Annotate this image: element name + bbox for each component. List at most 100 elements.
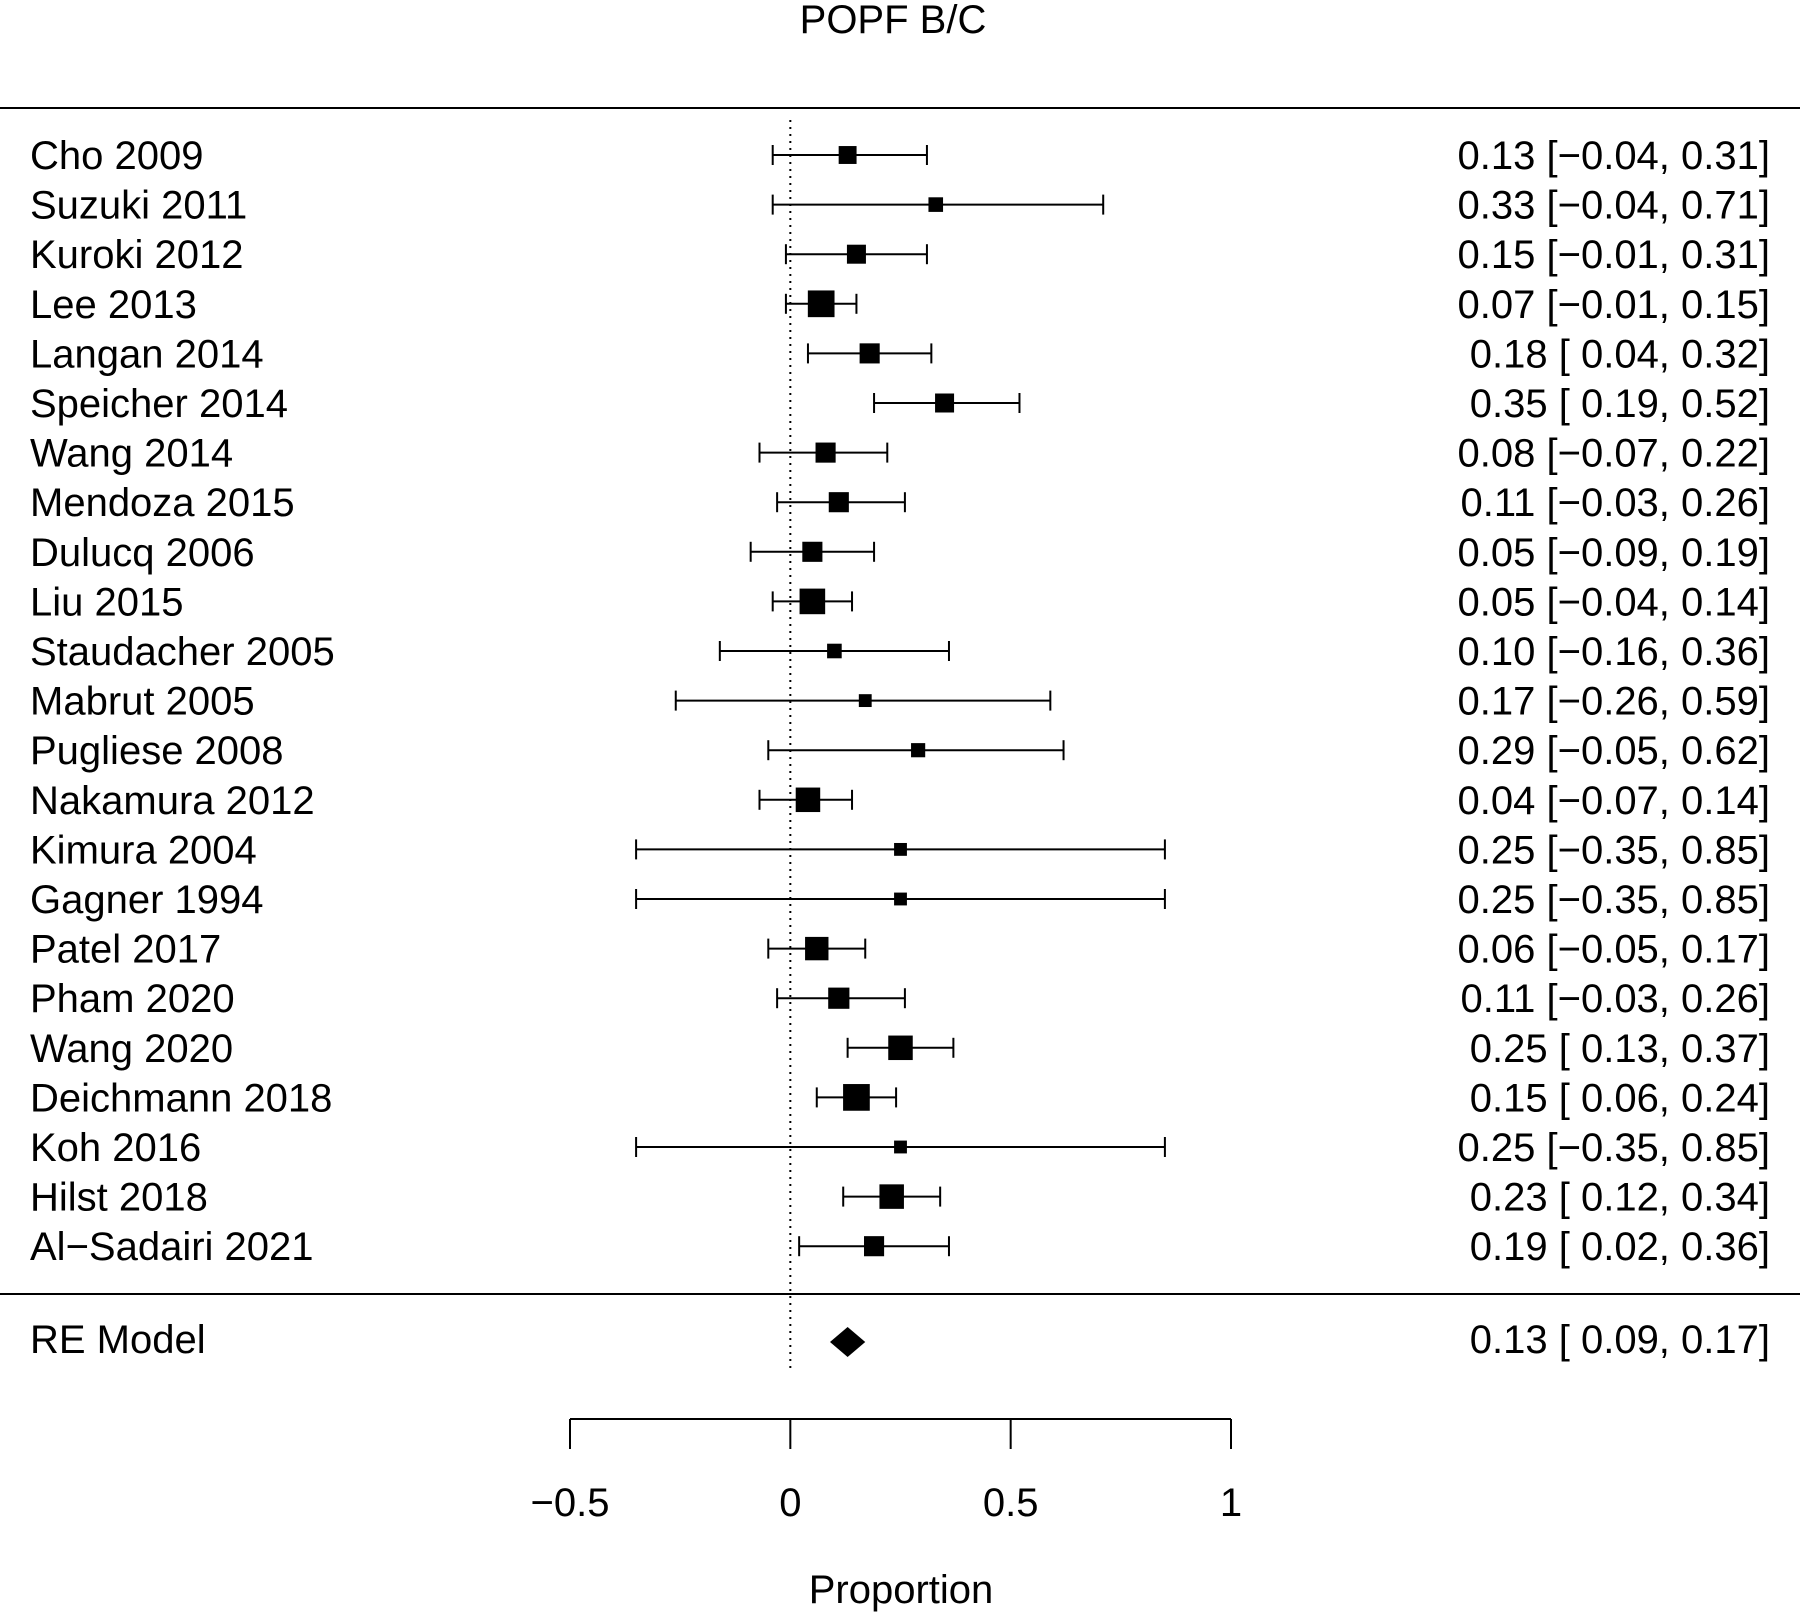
study-label: Kimura 2004 <box>30 828 257 872</box>
study-row: Staudacher 2005 0.10 [−0.16, 0.36] <box>30 630 1770 674</box>
study-row: Mendoza 2015 0.11 [−0.03, 0.26] <box>30 481 1770 525</box>
point-estimate-square <box>815 442 836 463</box>
study-estimate-text: 0.35 [ 0.19, 0.52] <box>1470 382 1770 426</box>
study-row: Deichmann 2018 0.15 [ 0.06, 0.24] <box>30 1076 1770 1120</box>
study-row: Koh 2016 0.25 [−0.35, 0.85] <box>30 1126 1770 1170</box>
study-label: Mendoza 2015 <box>30 481 295 525</box>
summary-label: RE Model <box>30 1318 206 1362</box>
study-label: Speicher 2014 <box>30 382 288 426</box>
point-estimate-square <box>894 842 907 856</box>
study-label: Deichmann 2018 <box>30 1076 332 1120</box>
point-estimate-square <box>888 1035 913 1061</box>
study-label: Pugliese 2008 <box>30 729 284 773</box>
study-label: Wang 2014 <box>30 432 233 476</box>
study-row: Kimura 2004 0.25 [−0.35, 0.85] <box>30 828 1770 872</box>
point-estimate-square <box>843 1084 870 1111</box>
study-estimate-text: 0.25 [ 0.13, 0.37] <box>1470 1027 1770 1071</box>
study-row: Wang 2014 0.08 [−0.07, 0.22] <box>30 432 1770 476</box>
study-rows: Cho 2009 0.13 [−0.04, 0.31] Suzuki 2011 0.3… <box>30 134 1770 1269</box>
study-estimate-text: 0.11 [−0.03, 0.26] <box>1460 481 1770 525</box>
study-row: Gagner 1994 0.25 [−0.35, 0.85] <box>30 878 1770 922</box>
study-row: Langan 2014 0.18 [ 0.04, 0.32] <box>30 332 1770 376</box>
study-estimate-text: 0.04 [−0.07, 0.14] <box>1458 779 1770 823</box>
study-estimate-text: 0.05 [−0.09, 0.19] <box>1458 531 1770 575</box>
study-row: Kuroki 2012 0.15 [−0.01, 0.31] <box>30 233 1770 277</box>
point-estimate-square <box>894 892 907 906</box>
study-label: Koh 2016 <box>30 1126 201 1170</box>
study-label: Kuroki 2012 <box>30 233 243 277</box>
study-estimate-text: 0.10 [−0.16, 0.36] <box>1458 630 1770 674</box>
study-estimate-text: 0.05 [−0.04, 0.14] <box>1458 580 1770 624</box>
summary-diamond <box>829 1327 866 1357</box>
study-label: Hilst 2018 <box>30 1176 208 1220</box>
study-estimate-text: 0.29 [−0.05, 0.62] <box>1458 729 1770 773</box>
study-row: Liu 2015 0.05 [−0.04, 0.14] <box>30 580 1770 624</box>
point-estimate-square <box>894 1140 907 1154</box>
study-label: Cho 2009 <box>30 134 203 178</box>
study-label: Patel 2017 <box>30 928 221 972</box>
study-row: Pham 2020 0.11 [−0.03, 0.26] <box>30 977 1770 1021</box>
study-estimate-text: 0.11 [−0.03, 0.26] <box>1460 977 1770 1021</box>
chart-title: POPF B/C <box>800 0 987 42</box>
x-tick-label: 1 <box>1220 1481 1242 1525</box>
study-row: Mabrut 2005 0.17 [−0.26, 0.59] <box>30 680 1770 724</box>
study-estimate-text: 0.07 [−0.01, 0.15] <box>1458 283 1770 327</box>
study-label: Dulucq 2006 <box>30 531 255 575</box>
point-estimate-square <box>859 343 880 364</box>
study-label: Nakamura 2012 <box>30 779 315 823</box>
point-estimate-square <box>928 197 944 212</box>
study-row: Suzuki 2011 0.33 [−0.04, 0.71] <box>30 184 1770 228</box>
point-estimate-square <box>935 393 955 413</box>
point-estimate-square <box>795 787 821 813</box>
study-label: Al−Sadairi 2021 <box>30 1225 314 1269</box>
study-estimate-text: 0.15 [−0.01, 0.31] <box>1458 233 1770 277</box>
point-estimate-square <box>828 492 849 513</box>
x-axis-title: Proportion <box>809 1568 994 1612</box>
study-estimate-text: 0.13 [−0.04, 0.31] <box>1458 134 1770 178</box>
point-estimate-square <box>846 244 866 264</box>
study-estimate-text: 0.23 [ 0.12, 0.34] <box>1470 1176 1770 1220</box>
study-estimate-text: 0.06 [−0.05, 0.17] <box>1458 928 1770 972</box>
study-row: Hilst 2018 0.23 [ 0.12, 0.34] <box>30 1176 1770 1220</box>
study-row: Speicher 2014 0.35 [ 0.19, 0.52] <box>30 382 1770 426</box>
study-label: Langan 2014 <box>30 332 264 376</box>
study-label: Staudacher 2005 <box>30 630 335 674</box>
study-estimate-text: 0.19 [ 0.02, 0.36] <box>1470 1225 1770 1269</box>
x-tick-label: −0.5 <box>531 1481 610 1525</box>
study-estimate-text: 0.33 [−0.04, 0.71] <box>1458 184 1770 228</box>
study-estimate-text: 0.25 [−0.35, 0.85] <box>1458 1126 1770 1170</box>
study-estimate-text: 0.08 [−0.07, 0.22] <box>1458 432 1770 476</box>
study-label: Pham 2020 <box>30 977 235 1021</box>
study-row: Dulucq 2006 0.05 [−0.09, 0.19] <box>30 531 1770 575</box>
study-estimate-text: 0.17 [−0.26, 0.59] <box>1458 680 1770 724</box>
study-row: Wang 2020 0.25 [ 0.13, 0.37] <box>30 1027 1770 1071</box>
study-row: Pugliese 2008 0.29 [−0.05, 0.62] <box>30 729 1770 773</box>
study-estimate-text: 0.25 [−0.35, 0.85] <box>1458 878 1770 922</box>
point-estimate-square <box>828 987 850 1009</box>
point-estimate-square <box>838 146 857 164</box>
point-estimate-square <box>879 1184 904 1209</box>
point-estimate-square <box>858 694 872 708</box>
point-estimate-square <box>827 643 842 659</box>
study-row: Nakamura 2012 0.04 [−0.07, 0.14] <box>30 779 1770 823</box>
study-estimate-text: 0.15 [ 0.06, 0.24] <box>1470 1076 1770 1120</box>
study-estimate-text: 0.18 [ 0.04, 0.32] <box>1470 332 1770 376</box>
x-axis: −0.5 0 0.5 1 <box>531 1418 1242 1525</box>
point-estimate-square <box>807 290 835 318</box>
study-label: Mabrut 2005 <box>30 680 255 724</box>
study-label: Gagner 1994 <box>30 878 264 922</box>
x-tick-label: 0.5 <box>983 1481 1039 1525</box>
point-estimate-square <box>802 541 823 562</box>
point-estimate-square <box>805 936 829 961</box>
study-row: Cho 2009 0.13 [−0.04, 0.31] <box>30 134 1770 178</box>
point-estimate-square <box>911 743 926 758</box>
study-label: Lee 2013 <box>30 283 197 327</box>
study-label: Wang 2020 <box>30 1027 233 1071</box>
point-estimate-square <box>799 588 826 615</box>
study-label: Suzuki 2011 <box>30 184 247 228</box>
summary-row: RE Model 0.13 [ 0.09, 0.17] <box>30 1318 1770 1362</box>
study-row: Al−Sadairi 2021 0.19 [ 0.02, 0.36] <box>30 1225 1770 1269</box>
x-tick-label: 0 <box>779 1481 801 1525</box>
summary-estimate-text: 0.13 [ 0.09, 0.17] <box>1470 1318 1770 1362</box>
